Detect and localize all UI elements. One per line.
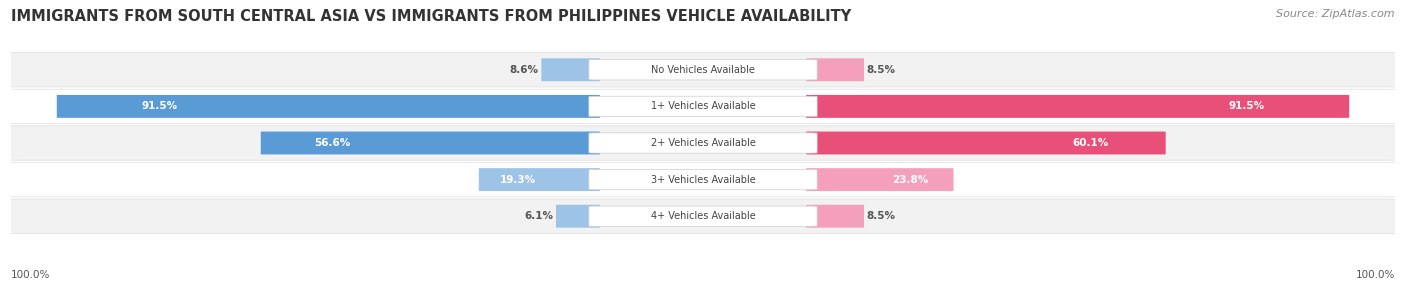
Text: 100.0%: 100.0% [1355,270,1395,280]
Text: 100.0%: 100.0% [11,270,51,280]
Text: 1+ Vehicles Available: 1+ Vehicles Available [651,102,755,111]
Text: 8.5%: 8.5% [868,211,896,221]
Text: Source: ZipAtlas.com: Source: ZipAtlas.com [1277,9,1395,19]
FancyBboxPatch shape [806,168,953,191]
FancyBboxPatch shape [589,169,817,190]
FancyBboxPatch shape [806,132,1166,154]
FancyBboxPatch shape [4,162,1402,197]
FancyBboxPatch shape [806,95,1350,118]
FancyBboxPatch shape [4,53,1402,87]
FancyBboxPatch shape [589,59,817,80]
Text: 2+ Vehicles Available: 2+ Vehicles Available [651,138,755,148]
FancyBboxPatch shape [589,96,817,117]
FancyBboxPatch shape [479,168,600,191]
FancyBboxPatch shape [260,132,600,154]
Text: 91.5%: 91.5% [1229,102,1265,111]
FancyBboxPatch shape [589,133,817,153]
Text: 19.3%: 19.3% [501,175,536,184]
FancyBboxPatch shape [806,58,865,81]
Text: 8.5%: 8.5% [868,65,896,75]
Text: 6.1%: 6.1% [524,211,553,221]
FancyBboxPatch shape [4,199,1402,233]
FancyBboxPatch shape [555,205,600,228]
Text: 3+ Vehicles Available: 3+ Vehicles Available [651,175,755,184]
Text: 8.6%: 8.6% [509,65,538,75]
FancyBboxPatch shape [4,89,1402,124]
Text: 23.8%: 23.8% [893,175,928,184]
FancyBboxPatch shape [541,58,600,81]
Text: 60.1%: 60.1% [1073,138,1109,148]
Text: 4+ Vehicles Available: 4+ Vehicles Available [651,211,755,221]
FancyBboxPatch shape [56,95,600,118]
Text: No Vehicles Available: No Vehicles Available [651,65,755,75]
FancyBboxPatch shape [4,126,1402,160]
Text: 56.6%: 56.6% [315,138,352,148]
FancyBboxPatch shape [589,206,817,227]
FancyBboxPatch shape [806,205,865,228]
Text: 91.5%: 91.5% [141,102,177,111]
Text: IMMIGRANTS FROM SOUTH CENTRAL ASIA VS IMMIGRANTS FROM PHILIPPINES VEHICLE AVAILA: IMMIGRANTS FROM SOUTH CENTRAL ASIA VS IM… [11,9,852,23]
